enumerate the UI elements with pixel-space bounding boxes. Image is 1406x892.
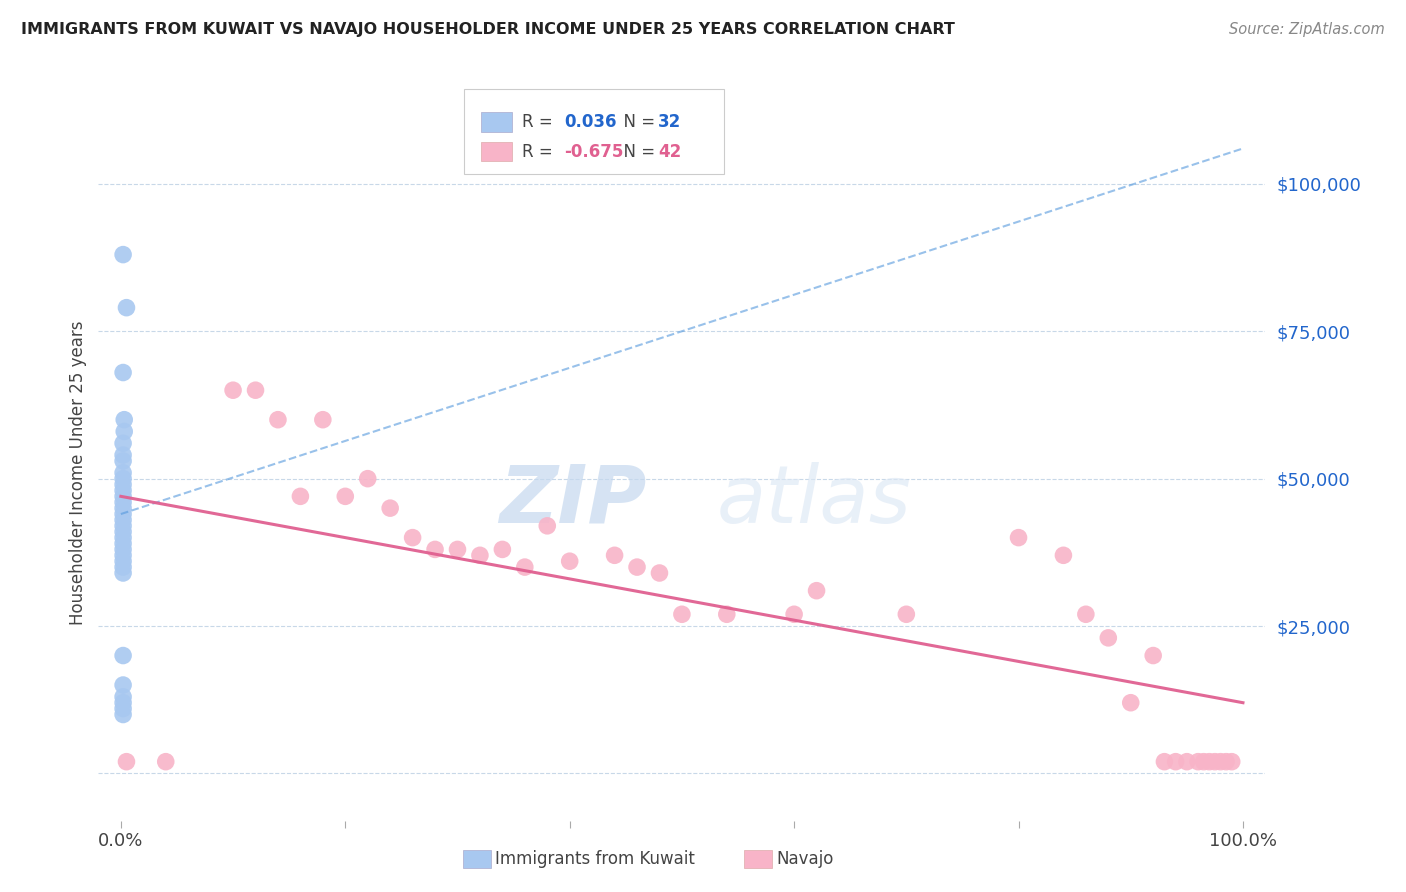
Point — [1187, 755, 1209, 769]
Text: 0.0%: 0.0% — [98, 832, 143, 850]
Text: 100.0%: 100.0% — [1209, 832, 1277, 850]
Point — [401, 531, 423, 545]
Text: N =: N = — [613, 143, 661, 161]
Point — [112, 466, 135, 480]
Point — [1007, 531, 1029, 545]
Point — [112, 366, 135, 380]
Point — [446, 542, 468, 557]
Point — [312, 413, 335, 427]
Point — [1153, 755, 1175, 769]
Point — [806, 583, 828, 598]
Point — [558, 554, 581, 568]
Point — [112, 413, 135, 427]
Point — [267, 413, 290, 427]
Point — [536, 518, 558, 533]
Point — [112, 448, 135, 462]
Point — [112, 549, 135, 563]
Point — [112, 477, 135, 491]
Point — [1097, 631, 1119, 645]
Point — [112, 554, 135, 568]
Text: ZIP: ZIP — [499, 461, 647, 540]
Point — [112, 489, 135, 503]
Point — [1198, 755, 1220, 769]
Point — [112, 436, 135, 450]
Point — [112, 483, 135, 498]
Text: Navajo: Navajo — [776, 850, 834, 868]
Point — [155, 755, 177, 769]
Point — [1215, 755, 1237, 769]
Point — [115, 755, 138, 769]
Point — [112, 531, 135, 545]
Point — [112, 542, 135, 557]
Point — [115, 301, 138, 315]
Point — [1175, 755, 1198, 769]
Point — [112, 701, 135, 715]
Point — [1142, 648, 1164, 663]
Point — [112, 501, 135, 516]
Text: IMMIGRANTS FROM KUWAIT VS NAVAJO HOUSEHOLDER INCOME UNDER 25 YEARS CORRELATION C: IMMIGRANTS FROM KUWAIT VS NAVAJO HOUSEHO… — [21, 22, 955, 37]
Point — [357, 472, 380, 486]
Point — [716, 607, 738, 622]
Point — [423, 542, 446, 557]
Point — [112, 454, 135, 468]
Point — [783, 607, 806, 622]
Text: 32: 32 — [658, 113, 682, 131]
Text: R =: R = — [522, 113, 558, 131]
Point — [112, 648, 135, 663]
Point — [1192, 755, 1215, 769]
Point — [896, 607, 918, 622]
Point — [1220, 755, 1243, 769]
Point — [468, 549, 491, 563]
Point — [1209, 755, 1232, 769]
Point — [648, 566, 671, 580]
Point — [222, 383, 245, 397]
Point — [1052, 549, 1074, 563]
Point — [603, 549, 626, 563]
Point — [1164, 755, 1187, 769]
Point — [290, 489, 312, 503]
Point — [491, 542, 513, 557]
Point — [112, 518, 135, 533]
Text: R =: R = — [522, 143, 558, 161]
Text: atlas: atlas — [717, 461, 911, 540]
Point — [112, 566, 135, 580]
Text: N =: N = — [613, 113, 661, 131]
Point — [112, 560, 135, 574]
Point — [671, 607, 693, 622]
Point — [112, 425, 135, 439]
Point — [112, 536, 135, 550]
Text: 0.036: 0.036 — [564, 113, 616, 131]
Point — [245, 383, 267, 397]
Point — [112, 524, 135, 539]
Point — [112, 513, 135, 527]
Point — [112, 678, 135, 692]
Point — [112, 707, 135, 722]
Point — [112, 690, 135, 704]
Point — [1074, 607, 1097, 622]
Text: Immigrants from Kuwait: Immigrants from Kuwait — [495, 850, 695, 868]
Point — [112, 696, 135, 710]
Text: -0.675: -0.675 — [564, 143, 623, 161]
Point — [1119, 696, 1142, 710]
Text: Source: ZipAtlas.com: Source: ZipAtlas.com — [1229, 22, 1385, 37]
Point — [112, 495, 135, 509]
Point — [112, 472, 135, 486]
Point — [112, 507, 135, 521]
Y-axis label: Householder Income Under 25 years: Householder Income Under 25 years — [69, 320, 87, 625]
Point — [513, 560, 536, 574]
Text: 42: 42 — [658, 143, 682, 161]
Point — [1204, 755, 1226, 769]
Point — [335, 489, 357, 503]
Point — [378, 501, 402, 516]
Point — [626, 560, 648, 574]
Point — [112, 247, 135, 261]
